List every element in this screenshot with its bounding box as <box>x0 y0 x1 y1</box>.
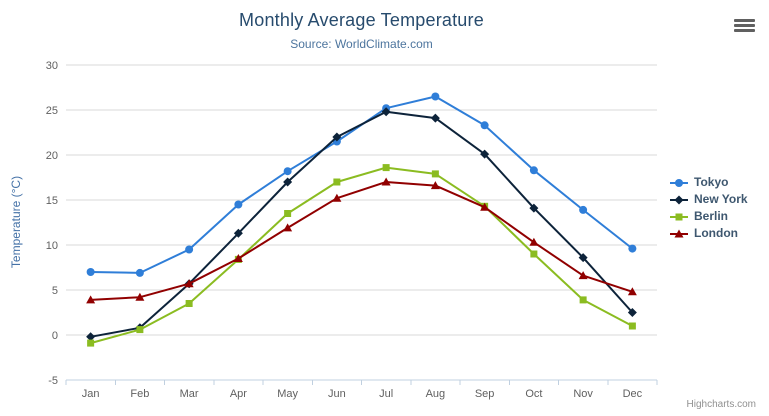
legend-label: Berlin <box>694 209 729 223</box>
series-tokyo <box>86 92 637 277</box>
diamond-marker-icon <box>670 195 688 204</box>
legend-label: London <box>694 226 738 240</box>
svg-text:5: 5 <box>52 285 58 297</box>
svg-text:20: 20 <box>46 150 58 162</box>
svg-text:Apr: Apr <box>230 388 247 400</box>
y-axis-title: Temperature (°C) <box>9 175 23 269</box>
series-new-york <box>86 107 637 342</box>
y-gridlines <box>66 64 657 381</box>
legend-item-tokyo[interactable]: Tokyo <box>670 176 748 189</box>
chart-subtitle: Source: WorldClimate.com <box>290 37 433 51</box>
svg-text:May: May <box>277 388 298 400</box>
svg-text:Jul: Jul <box>379 388 393 400</box>
legend-label: Tokyo <box>694 175 729 189</box>
legend-item-london[interactable]: London <box>670 227 748 240</box>
credits-link[interactable]: Highcharts.com <box>686 399 756 410</box>
series-berlin <box>87 164 636 347</box>
svg-text:25: 25 <box>46 105 58 117</box>
legend: Tokyo New York Berlin London <box>670 176 748 240</box>
hamburger-icon <box>733 18 755 22</box>
y-axis-labels: -5 0 5 10 15 20 25 30 <box>46 60 58 387</box>
circle-marker-icon <box>670 178 688 187</box>
svg-text:Mar: Mar <box>180 388 199 400</box>
square-marker-icon <box>670 213 688 220</box>
svg-text:15: 15 <box>46 195 58 207</box>
svg-text:Aug: Aug <box>426 388 446 400</box>
series-london <box>86 177 637 304</box>
legend-item-berlin[interactable]: Berlin <box>670 210 748 223</box>
svg-text:Oct: Oct <box>525 388 542 400</box>
svg-text:Jun: Jun <box>328 388 346 400</box>
triangle-marker-icon <box>670 229 688 237</box>
export-menu-button[interactable] <box>731 14 757 36</box>
svg-text:Nov: Nov <box>573 388 593 400</box>
svg-text:Jan: Jan <box>82 388 100 400</box>
svg-text:Dec: Dec <box>623 388 643 400</box>
x-axis: Jan Feb Mar Apr May Jun Jul Aug Sep Oct Nov Dec <box>65 379 658 400</box>
svg-text:30: 30 <box>46 60 58 72</box>
svg-text:10: 10 <box>46 240 58 252</box>
svg-text:-5: -5 <box>48 375 58 387</box>
svg-text:Sep: Sep <box>475 388 495 400</box>
hamburger-icon <box>733 28 755 32</box>
svg-text:0: 0 <box>52 330 58 342</box>
legend-label: New York <box>694 192 748 206</box>
chart-title: Monthly Average Temperature <box>239 10 484 30</box>
svg-text:Feb: Feb <box>130 388 149 400</box>
legend-item-new-york[interactable]: New York <box>670 193 748 206</box>
hamburger-icon <box>733 23 755 27</box>
